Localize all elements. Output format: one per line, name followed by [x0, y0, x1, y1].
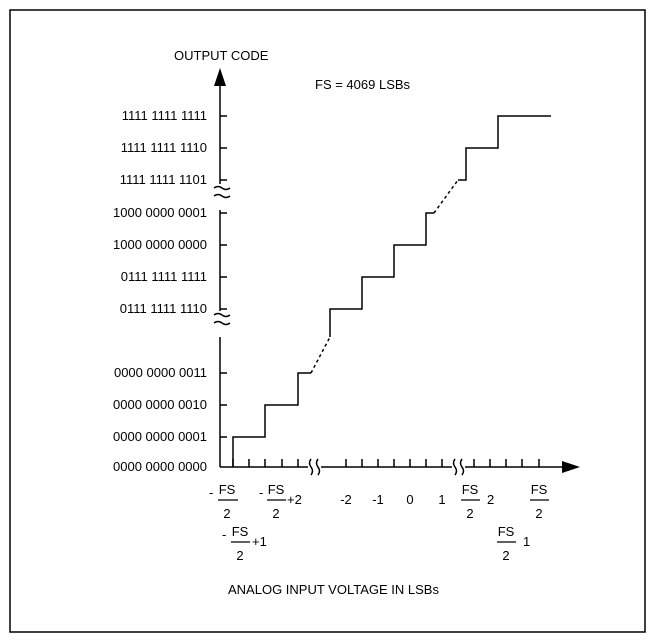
tick-label: 1: [438, 492, 445, 507]
svg-text:2: 2: [272, 506, 279, 521]
tick-label: -1: [372, 492, 384, 507]
code-label: 1111 1111 1101: [120, 172, 207, 187]
tick-label-neg-fs-half-plus2: - FS 2 +2: [259, 482, 302, 521]
tick-label-fs-half-minus2: FS 2 2: [461, 482, 494, 521]
y-axis: [213, 84, 231, 467]
x-axis: [220, 458, 564, 476]
svg-text:-: -: [259, 485, 263, 500]
svg-text:2: 2: [223, 506, 230, 521]
svg-text:2: 2: [487, 492, 494, 507]
svg-text:2: 2: [236, 548, 243, 563]
code-label: 0000 0000 0000: [113, 459, 207, 474]
tick-label-fs-half-minus1: FS 2 1: [497, 524, 530, 563]
code-label: 0111 1111 1110: [120, 301, 207, 316]
tick-label: -2: [340, 492, 352, 507]
code-label: 0000 0000 0010: [113, 397, 207, 412]
svg-text:FS: FS: [268, 482, 285, 497]
svg-text:FS: FS: [531, 482, 548, 497]
y-ticks: [220, 115, 227, 438]
svg-text:1: 1: [523, 534, 530, 549]
svg-text:+1: +1: [252, 534, 267, 549]
code-label: 1111 1111 1110: [121, 140, 207, 155]
tick-label-fs-half: FS 2: [530, 482, 549, 521]
svg-text:2: 2: [535, 506, 542, 521]
x-axis-title: ANALOG INPUT VOLTAGE IN LSBs: [228, 582, 439, 597]
code-label: 1111 1111 1111: [122, 108, 207, 123]
code-label: 0000 0000 0011: [114, 365, 207, 380]
svg-text:+2: +2: [287, 492, 302, 507]
outer-border: [9, 9, 646, 633]
x-axis-arrow: [562, 461, 580, 473]
x-ticks: [232, 459, 540, 467]
svg-text:-: -: [222, 527, 226, 542]
y-labels: 1111 1111 1111 1111 1111 1110 1111 1111 …: [113, 108, 207, 474]
x-labels: - FS 2 - FS 2 +2 -2 -1 0 1 FS 2 2 FS 2: [209, 482, 549, 563]
svg-text:FS: FS: [219, 482, 236, 497]
code-label: 1000 0000 0000: [113, 237, 207, 252]
svg-text:FS: FS: [462, 482, 479, 497]
svg-text:FS: FS: [498, 524, 515, 539]
code-label: 0111 1111 1111: [121, 269, 207, 284]
tick-label-neg-fs-half: - FS 2: [209, 482, 238, 521]
fs-annotation: FS = 4069 LSBs: [315, 77, 411, 92]
y-axis-title: OUTPUT CODE: [174, 48, 269, 63]
svg-text:FS: FS: [232, 524, 249, 539]
transfer-staircase: [232, 115, 551, 467]
y-axis-arrow: [214, 68, 226, 86]
code-label: 1000 0000 0001: [113, 205, 207, 220]
tick-label: 0: [406, 492, 413, 507]
code-label: 0000 0000 0001: [113, 429, 207, 444]
tick-label-neg-fs-half-plus1: - FS 2 +1: [222, 524, 267, 563]
svg-text:2: 2: [502, 548, 509, 563]
svg-text:-: -: [209, 485, 213, 500]
svg-text:2: 2: [466, 506, 473, 521]
